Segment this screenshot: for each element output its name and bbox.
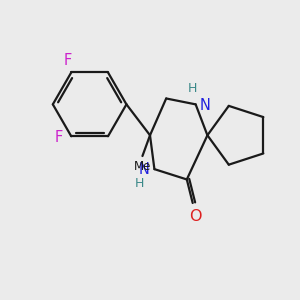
Text: H: H xyxy=(188,82,197,95)
Text: N: N xyxy=(138,162,149,177)
Text: Me: Me xyxy=(134,160,151,172)
Text: O: O xyxy=(189,209,202,224)
Text: F: F xyxy=(64,53,72,68)
Text: H: H xyxy=(134,177,144,190)
Text: F: F xyxy=(55,130,63,145)
Text: N: N xyxy=(199,98,210,113)
